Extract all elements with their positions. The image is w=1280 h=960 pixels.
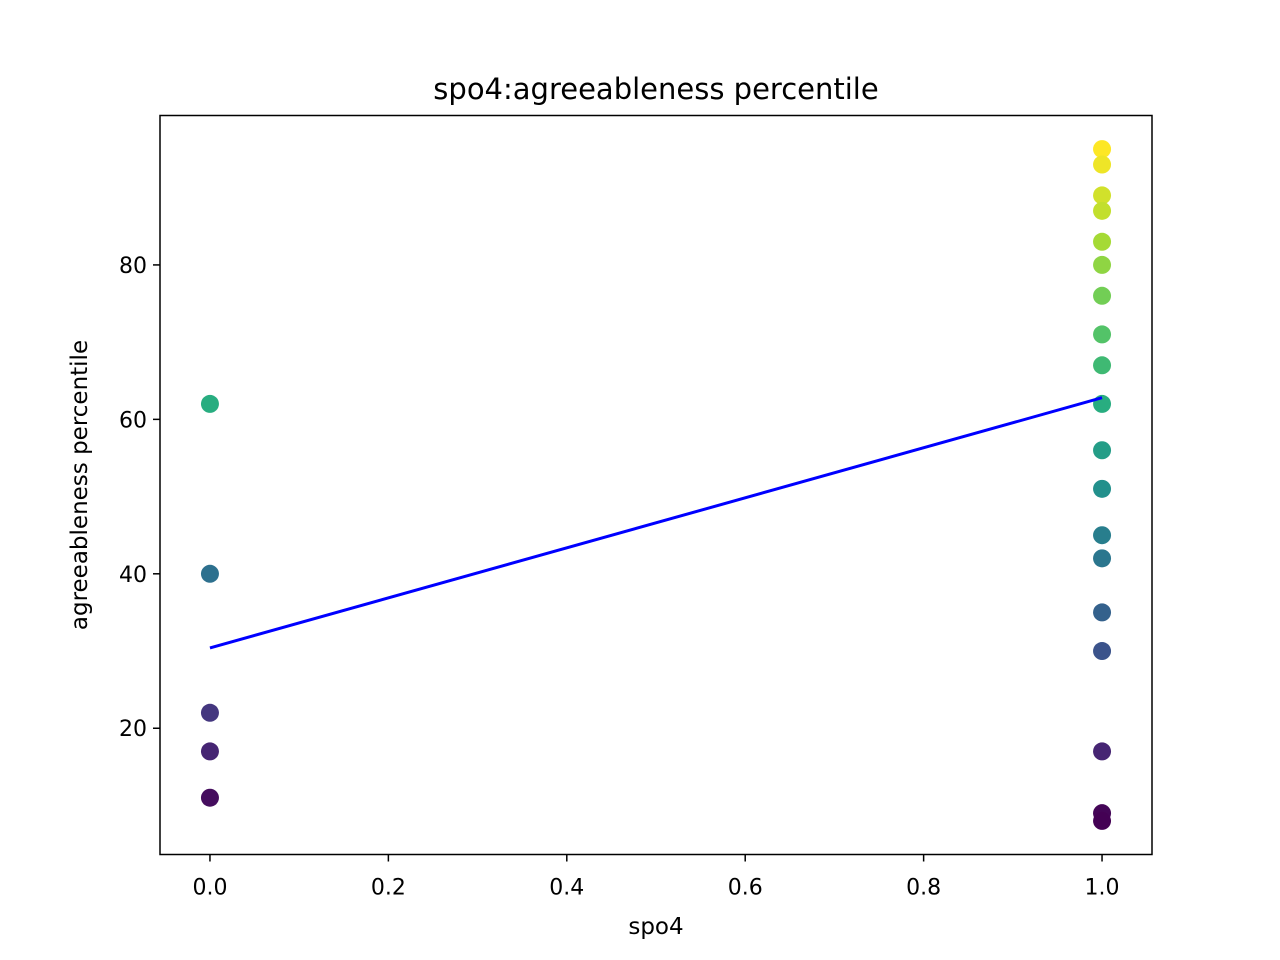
scatter-point bbox=[1093, 549, 1112, 568]
y-tick-label: 60 bbox=[119, 408, 147, 433]
scatter-point bbox=[1093, 140, 1112, 159]
x-axis-ticks: 0.0 0.2 0.4 0.6 0.8 1.0 bbox=[192, 854, 1120, 901]
scatter-point bbox=[200, 703, 219, 722]
scatter-point bbox=[1093, 479, 1112, 498]
y-tick-label: 40 bbox=[119, 563, 147, 588]
x-axis-label: spo4 bbox=[628, 914, 683, 940]
scatter-point bbox=[1093, 742, 1112, 761]
fit-line bbox=[209, 396, 1103, 650]
fit-line-layer bbox=[209, 396, 1103, 650]
scatter-point bbox=[200, 788, 219, 807]
scatter-point bbox=[1093, 155, 1112, 174]
points-layer bbox=[200, 140, 1112, 830]
scatter-point bbox=[1093, 232, 1112, 251]
plot-frame bbox=[159, 114, 1153, 856]
scatter-point bbox=[1093, 286, 1112, 305]
scatter-point bbox=[1093, 603, 1112, 622]
x-tick-label: 0.8 bbox=[906, 876, 941, 901]
x-tick-label: 0.6 bbox=[728, 876, 763, 901]
scatter-point bbox=[1093, 441, 1112, 460]
chart-title: spo4:agreeableness percentile bbox=[433, 72, 878, 106]
scatter-point bbox=[1093, 356, 1112, 375]
scatter-point bbox=[1093, 255, 1112, 274]
scatter-point bbox=[200, 394, 219, 413]
y-tick-label: 20 bbox=[119, 717, 147, 742]
scatter-point bbox=[1093, 526, 1112, 545]
x-tick-label: 0.4 bbox=[549, 876, 584, 901]
scatter-point bbox=[1093, 811, 1112, 830]
scatter-point bbox=[1093, 642, 1112, 661]
y-axis-label: agreeableness percentile bbox=[67, 340, 93, 630]
y-axis-ticks: 20 40 60 80 bbox=[119, 254, 160, 742]
x-tick-label: 0.2 bbox=[371, 876, 406, 901]
x-tick-label: 0.0 bbox=[192, 876, 227, 901]
scatter-point bbox=[1093, 186, 1112, 205]
scatter-point bbox=[1093, 325, 1112, 344]
scatter-point bbox=[1093, 394, 1112, 413]
y-tick-label: 80 bbox=[119, 254, 147, 279]
scatter-point bbox=[200, 564, 219, 583]
scatter-point bbox=[1093, 201, 1112, 220]
scatter-point bbox=[200, 742, 219, 761]
x-tick-label: 1.0 bbox=[1085, 876, 1120, 901]
